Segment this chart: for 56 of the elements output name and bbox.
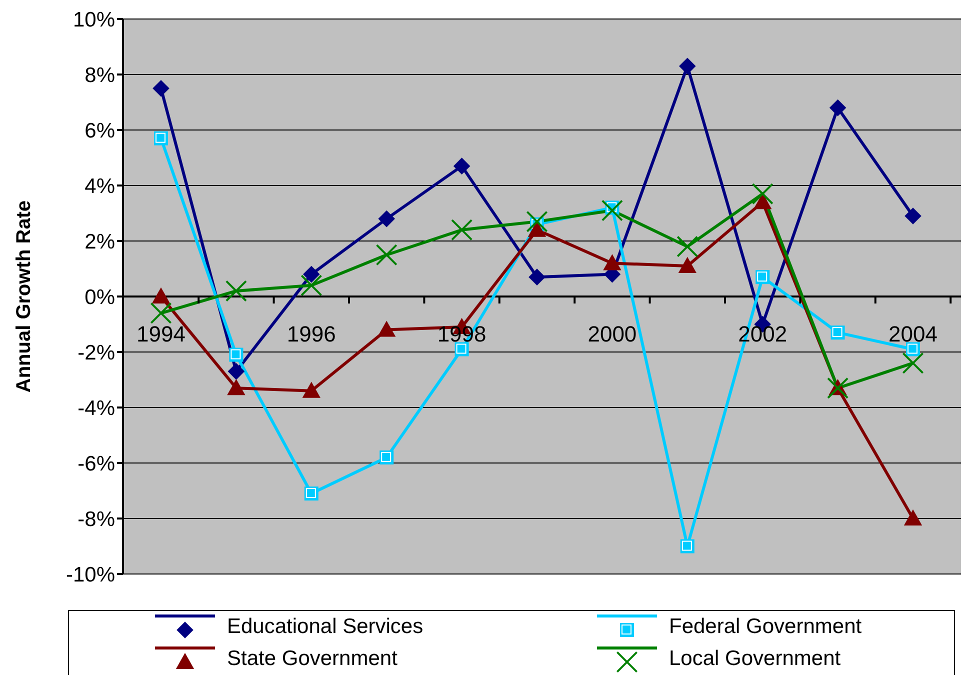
point: [601, 200, 623, 222]
point: [150, 302, 172, 324]
y-tick-label: -2%: [78, 341, 115, 364]
y-tick-label: 4%: [84, 174, 115, 198]
x-tick-label: 1996: [286, 322, 336, 346]
point: [754, 193, 772, 210]
legend-label: State Government: [227, 647, 398, 671]
y-tick-label: -8%: [78, 508, 115, 531]
point: [829, 99, 846, 116]
point: [376, 244, 398, 266]
point: [678, 256, 696, 273]
point: [304, 486, 318, 501]
y-axis-title: Annual Growth Rate: [13, 200, 36, 393]
point: [225, 280, 247, 302]
point: [451, 219, 473, 241]
point: [152, 287, 170, 304]
y-tick-label: -4%: [78, 396, 115, 420]
point: [378, 210, 395, 228]
point: [227, 378, 246, 396]
point: [303, 266, 320, 283]
y-tick-label: 2%: [84, 230, 115, 254]
y-tick-label: 0%: [84, 286, 115, 309]
x-tick-label: 2004: [888, 322, 938, 346]
y-tick-label: 6%: [84, 119, 115, 142]
point: [902, 352, 924, 374]
point: [528, 268, 546, 286]
point: [830, 326, 845, 340]
point: [679, 58, 696, 75]
x-tick-label: 1994: [136, 322, 186, 346]
point: [756, 270, 770, 284]
point: [676, 236, 698, 258]
point: [603, 254, 622, 270]
point: [229, 348, 244, 362]
point: [302, 382, 320, 398]
point: [154, 131, 168, 146]
point: [526, 210, 548, 232]
point: [752, 183, 774, 205]
point: [453, 158, 470, 174]
point: [300, 274, 322, 296]
legend-label: Educational Services: [227, 615, 424, 639]
y-tick-label: 8%: [84, 64, 115, 87]
point: [228, 363, 245, 380]
y-tick-label: -10%: [66, 563, 115, 586]
point: [904, 509, 922, 526]
point: [827, 377, 849, 399]
point: [680, 539, 694, 554]
y-tick-label: 10%: [72, 8, 115, 32]
legend-label: Local Government: [669, 647, 841, 671]
point: [380, 450, 394, 464]
legend-label: Federal Government: [669, 615, 862, 639]
point: [906, 342, 920, 356]
x-tick-label: 2000: [588, 322, 637, 346]
point: [904, 208, 922, 224]
point: [378, 320, 396, 337]
y-tick-label: -6%: [78, 452, 115, 476]
point: [152, 80, 170, 97]
